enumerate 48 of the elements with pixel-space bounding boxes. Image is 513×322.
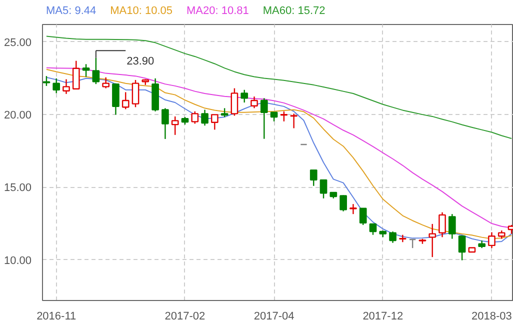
candlestick (102, 76, 110, 89)
annotation: 23.90 (126, 56, 154, 68)
candlestick (488, 232, 496, 249)
candlestick (162, 108, 169, 140)
candlestick (428, 223, 436, 258)
candlestick (458, 236, 466, 261)
x-tick-label: 2016-11 (36, 310, 76, 322)
candlestick (201, 109, 208, 126)
candlestick (270, 112, 278, 122)
candlestick (310, 169, 318, 186)
candlestick (230, 88, 238, 116)
x-tick-label: 2018-03 (472, 310, 512, 322)
candlestick (290, 113, 298, 129)
x-tick-label: 2017-02 (164, 310, 206, 322)
candlestick (52, 78, 60, 94)
y-tick-label: 25.00 (4, 36, 32, 49)
line-series (46, 36, 512, 140)
candlestick (438, 212, 446, 238)
text: MA60: 15.72 (262, 5, 326, 17)
candlestick (171, 116, 179, 136)
candlestick (82, 64, 90, 78)
candlestick (62, 78, 70, 95)
candlestick (350, 203, 357, 215)
y-tick-label: 15.00 (4, 182, 32, 194)
candlestick (369, 223, 377, 236)
candlestick (250, 96, 258, 109)
y-tick-label: 20.00 (4, 110, 32, 122)
candlestick (211, 114, 218, 130)
y-tick-label: 10.00 (4, 254, 32, 267)
candlestick (260, 98, 268, 140)
candlestick (112, 82, 120, 116)
candlestick (280, 110, 288, 122)
x-tick-label: 2017-12 (362, 310, 404, 322)
x-tick-label: 2017-04 (254, 310, 294, 322)
candlestick (320, 179, 328, 199)
candlestick (340, 194, 347, 212)
candlestick (132, 79, 140, 108)
candlestick (389, 230, 396, 244)
candlestick (191, 110, 199, 124)
candlestick (72, 60, 80, 90)
candlestick (359, 208, 367, 226)
text: MA10: 10.05 (110, 5, 173, 17)
candlestick (448, 213, 456, 240)
text: MA20: 10.81 (186, 5, 249, 17)
candlestick (240, 89, 248, 104)
candlestick (122, 92, 130, 110)
candlestick (399, 234, 406, 243)
text: MA5: 9.44 (46, 5, 96, 17)
